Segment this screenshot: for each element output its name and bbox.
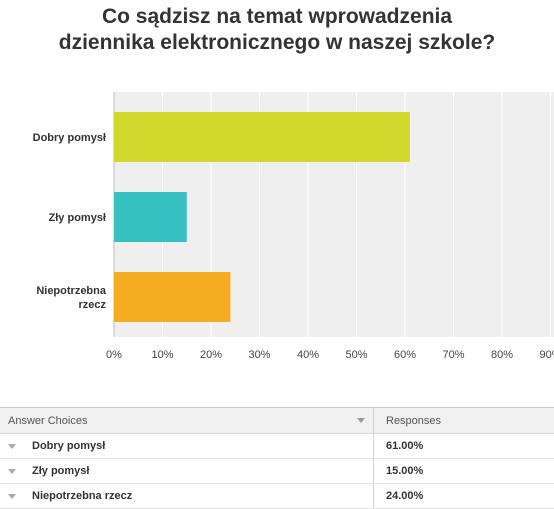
choice-label: Zły pomysł xyxy=(32,465,90,477)
sort-arrow-icon[interactable] xyxy=(357,418,365,423)
responses-table: Answer Choices Responses Dobry pomysł 61… xyxy=(0,407,554,509)
choice-label: Niepotrzebna rzecz xyxy=(32,490,133,502)
category-label: Dobry pomysł xyxy=(33,132,106,144)
x-tick-label: 30% xyxy=(248,349,270,361)
category-label: rzecz xyxy=(78,299,106,311)
x-tick-label: 20% xyxy=(200,349,222,361)
bar xyxy=(114,192,187,242)
category-label: Niepotrzebna xyxy=(36,285,107,297)
x-tick-label: 70% xyxy=(442,349,464,361)
response-value: 24.00% xyxy=(386,490,424,502)
x-tick-label: 10% xyxy=(151,349,173,361)
chart-title: Co sądzisz na temat wprowadzenia dzienni… xyxy=(0,4,554,56)
x-tick-label: 90% xyxy=(539,349,554,361)
expand-arrow-icon[interactable] xyxy=(8,468,16,474)
table-header: Answer Choices Responses xyxy=(0,408,554,434)
x-tick-label: 50% xyxy=(345,349,367,361)
header-answer-choices[interactable]: Answer Choices xyxy=(0,408,373,433)
expand-arrow-icon[interactable] xyxy=(8,493,16,499)
bar-chart: 0% 10% 20% 30% 40% 50% 60% 70% 80% 90% Dobry pomys… xyxy=(33,92,554,361)
x-tick-label: 40% xyxy=(297,349,319,361)
expand-arrow-icon[interactable] xyxy=(8,443,16,449)
x-tick-label: 60% xyxy=(394,349,416,361)
table-row[interactable]: Zły pomysł 15.00% xyxy=(0,459,554,484)
category-label: Zły pomysł xyxy=(49,212,106,224)
table-row[interactable]: Dobry pomysł 61.00% xyxy=(0,434,554,459)
chart-title-line-2: dziennika elektronicznego w naszej szkol… xyxy=(58,31,496,54)
header-responses[interactable]: Responses xyxy=(373,408,554,433)
table-row[interactable]: Niepotrzebna rzecz 24.00% xyxy=(0,484,554,509)
response-value: 61.00% xyxy=(386,440,424,452)
bar xyxy=(114,112,410,162)
chart-title-line-1: Co sądzisz na temat wprowadzenia xyxy=(101,5,453,28)
response-value: 15.00% xyxy=(386,465,424,477)
choice-label: Dobry pomysł xyxy=(32,440,106,452)
x-tick-label: 80% xyxy=(491,349,513,361)
bar xyxy=(114,272,231,322)
x-tick-label: 0% xyxy=(106,349,122,361)
